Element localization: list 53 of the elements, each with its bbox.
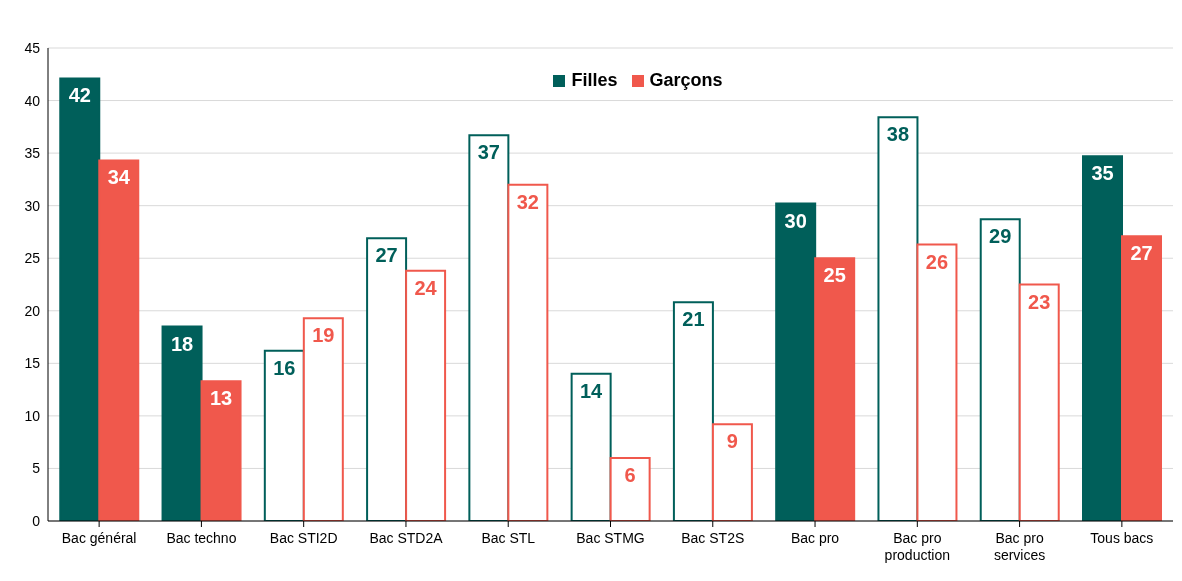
x-tick-label: Bac général	[61, 530, 137, 546]
data-label: 26	[925, 250, 949, 273]
data-label: 24	[414, 276, 438, 299]
legend-label: Garçons	[648, 70, 723, 91]
y-tick-label: 45	[24, 39, 41, 56]
data-label: 34	[107, 166, 131, 189]
data-label: 27	[1130, 242, 1153, 265]
bar	[1082, 155, 1123, 521]
x-tick-label: Bac ST2S	[681, 530, 745, 546]
data-label: 21	[682, 308, 705, 331]
y-tick-label: 25	[24, 250, 41, 267]
x-tick-label: Bac STD2A	[369, 530, 444, 546]
y-tick-label: 5	[32, 460, 41, 477]
data-label: 29	[989, 225, 1012, 248]
y-tick-label: 35	[24, 145, 41, 162]
data-label: 32	[516, 190, 539, 213]
data-label: 38	[886, 123, 910, 146]
data-label: 9	[726, 430, 738, 453]
bar	[1121, 235, 1162, 521]
data-label: 18	[170, 332, 194, 355]
y-tick-label: 15	[24, 355, 41, 372]
data-label: 6	[624, 463, 636, 486]
y-tick-label: 20	[24, 302, 41, 319]
y-tick-label: 10	[24, 407, 41, 424]
x-tick-label: Bac techno	[166, 530, 237, 546]
bar	[161, 325, 203, 521]
data-label: 25	[823, 264, 846, 287]
data-label: 19	[312, 324, 335, 347]
bar	[98, 159, 140, 521]
bar	[200, 380, 242, 521]
x-tick-label: Bac STL	[481, 530, 536, 546]
y-tick-label: 0	[32, 512, 41, 529]
bar	[814, 257, 856, 521]
data-label: 37	[477, 141, 500, 164]
data-label: 23	[1028, 290, 1051, 313]
data-label: 14	[580, 379, 604, 402]
x-tick-label: Bac STI2D	[269, 530, 338, 546]
bar	[775, 202, 817, 521]
y-tick-label: 30	[24, 197, 41, 214]
data-label: 13	[209, 387, 233, 410]
data-label: 27	[375, 244, 398, 267]
data-label: 35	[1091, 162, 1114, 185]
data-label: 30	[784, 209, 807, 232]
x-tick-label: Tous bacs	[1090, 530, 1154, 546]
y-tick-label: 40	[24, 92, 41, 109]
x-tick-label: Bac STMG	[576, 530, 645, 546]
bar	[59, 77, 101, 521]
x-tick-label: Bac pro	[790, 530, 840, 546]
data-label: 42	[68, 84, 91, 107]
legend-label: Filles	[570, 70, 618, 91]
x-tick-label: Bac pro production	[884, 530, 951, 563]
data-label: 16	[273, 356, 296, 379]
x-tick-label: Bac pro services	[993, 530, 1046, 563]
